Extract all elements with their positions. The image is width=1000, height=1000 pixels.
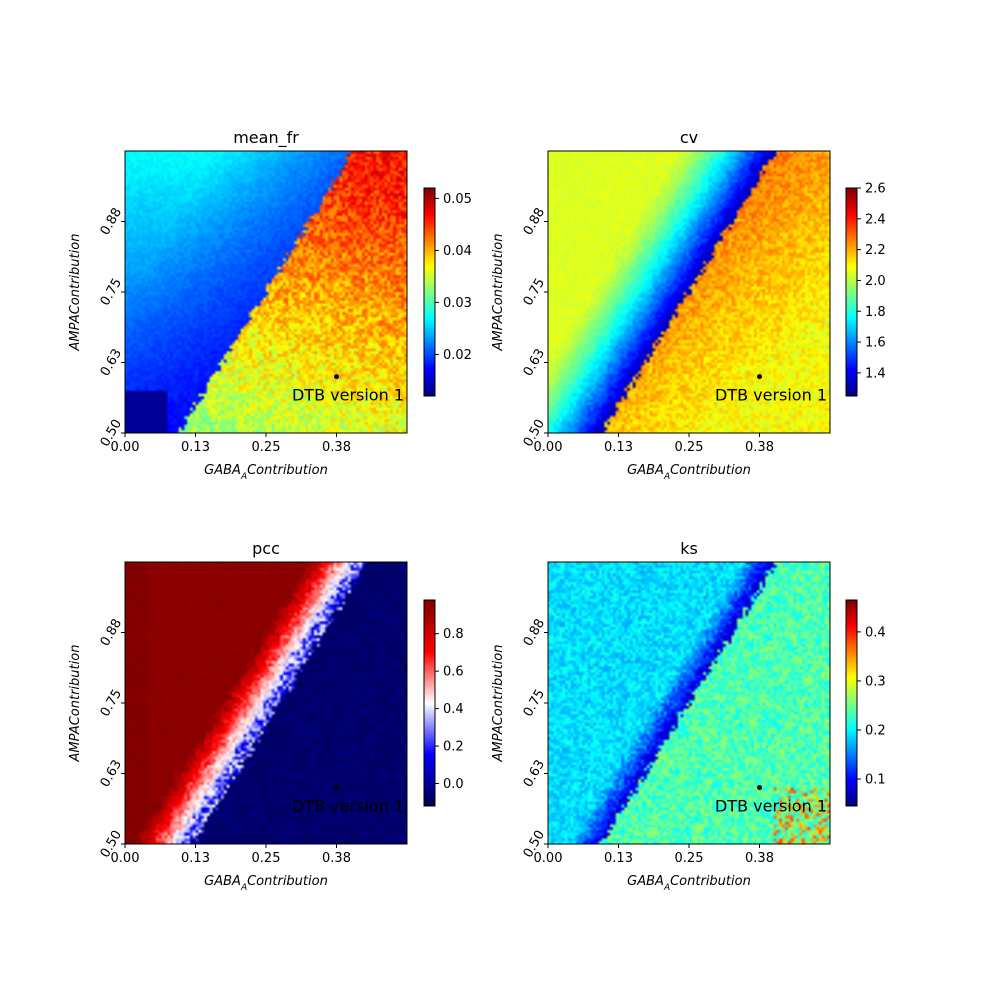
x-tick-label: 0.38 bbox=[322, 440, 351, 455]
x-axis-label: GABAAContribution bbox=[204, 463, 328, 482]
x-tick-label: 0.25 bbox=[252, 440, 281, 455]
colorbar-tick-label: 0.8 bbox=[443, 627, 464, 642]
dtb-marker-label: DTB version 1 bbox=[715, 797, 827, 816]
x-tick-label: 0.13 bbox=[604, 440, 633, 455]
x-tick-label: 0.38 bbox=[745, 440, 774, 455]
x-tick-label: 0.38 bbox=[745, 851, 774, 866]
dtb-marker bbox=[757, 785, 762, 791]
colorbar-pcc bbox=[424, 600, 435, 806]
x-tick-label: 0.25 bbox=[675, 440, 704, 455]
dtb-marker-label: DTB version 1 bbox=[292, 386, 404, 405]
x-axis-label: GABAAContribution bbox=[204, 874, 328, 893]
y-axis-label: AMPAContribution bbox=[491, 234, 506, 352]
panel-ks: ks0.00 0.13 0.25 0.380.500.630.750.88GABAAC… bbox=[491, 539, 886, 893]
colorbar-tick-label: 2.6 bbox=[865, 182, 886, 197]
x-tick-label: 0.00 bbox=[534, 851, 563, 866]
dtb-marker bbox=[334, 785, 339, 791]
x-tick-label: 0.38 bbox=[322, 851, 351, 866]
colorbar-cv bbox=[846, 188, 857, 396]
colorbar-tick-label: 0.04 bbox=[443, 244, 472, 259]
colorbar-tick-label: 0.0 bbox=[443, 777, 464, 792]
heatmap-pcc bbox=[125, 562, 407, 844]
colorbar-ks bbox=[846, 600, 857, 806]
x-tick-label: 0.25 bbox=[252, 851, 281, 866]
x-tick-label: 0.00 bbox=[111, 440, 140, 455]
colorbar-tick-label: 1.6 bbox=[865, 336, 886, 351]
dtb-marker bbox=[757, 374, 762, 380]
x-tick-label: 0.13 bbox=[181, 440, 210, 455]
colorbar-tick-label: 0.05 bbox=[443, 192, 472, 207]
colorbar-tick-label: 0.6 bbox=[443, 665, 464, 680]
y-axis-label: AMPAContribution bbox=[68, 645, 83, 763]
colorbar-frame bbox=[845, 599, 858, 807]
colorbar-frame bbox=[423, 599, 436, 807]
x-tick-label: 0.00 bbox=[534, 440, 563, 455]
chart-title: ks bbox=[680, 539, 698, 558]
y-axis-label: AMPAContribution bbox=[68, 234, 83, 352]
chart-title: cv bbox=[680, 128, 698, 147]
colorbar-tick-label: 0.4 bbox=[443, 702, 464, 717]
colorbar-tick-label: 0.03 bbox=[443, 296, 472, 311]
x-axis-label: GABAAContribution bbox=[627, 463, 751, 482]
dtb-marker bbox=[334, 374, 339, 380]
colorbar-tick-label: 1.8 bbox=[865, 305, 886, 320]
colorbar-tick-label: 0.02 bbox=[443, 348, 472, 363]
heatmap-cv bbox=[548, 151, 830, 433]
x-tick-label: 0.13 bbox=[181, 851, 210, 866]
chart-title: mean_fr bbox=[233, 128, 299, 148]
x-tick-label: 0.13 bbox=[604, 851, 633, 866]
dtb-marker-label: DTB version 1 bbox=[715, 386, 827, 405]
colorbar-tick-label: 0.1 bbox=[865, 773, 886, 788]
panel-mean_fr: mean_fr0.00 0.13 0.25 0.380.500.630.750.88G… bbox=[68, 128, 472, 482]
colorbar-tick-label: 2.2 bbox=[865, 243, 886, 258]
colorbar-mean_fr bbox=[424, 188, 435, 396]
colorbar-frame bbox=[423, 187, 436, 397]
colorbar-tick-label: 0.2 bbox=[443, 740, 464, 755]
colorbar-tick-label: 0.3 bbox=[865, 674, 886, 689]
y-axis-label: AMPAContribution bbox=[491, 645, 506, 763]
dtb-marker-label: DTB version 1 bbox=[292, 797, 404, 816]
panel-cv: cv0.00 0.13 0.25 0.380.500.630.750.88GABAAC… bbox=[491, 128, 886, 482]
chart-title: pcc bbox=[252, 539, 280, 558]
colorbar-tick-label: 2.0 bbox=[865, 274, 886, 289]
heatmap-ks bbox=[548, 562, 830, 844]
x-axis-label: GABAAContribution bbox=[627, 874, 751, 893]
colorbar-tick-label: 2.4 bbox=[865, 212, 886, 227]
colorbar-tick-label: 0.4 bbox=[865, 625, 886, 640]
heatmap-mean_fr bbox=[125, 151, 407, 433]
colorbar-tick-label: 1.4 bbox=[865, 366, 886, 381]
colorbar-tick-label: 0.2 bbox=[865, 723, 886, 738]
colorbar-frame bbox=[845, 187, 858, 397]
x-tick-label: 0.25 bbox=[675, 851, 704, 866]
x-tick-label: 0.00 bbox=[111, 851, 140, 866]
